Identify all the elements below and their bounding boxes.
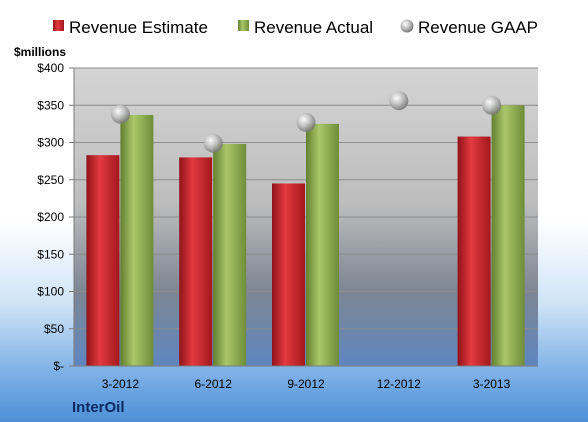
- y-tick-label: $150: [37, 247, 64, 261]
- legend-swatch-actual: [238, 20, 249, 31]
- y-tick-label: $250: [37, 173, 64, 187]
- legend-label-estimate: Revenue Estimate: [69, 18, 208, 37]
- bar-revenue-estimate: [272, 183, 305, 366]
- bars: [86, 105, 525, 366]
- bar-revenue-estimate: [457, 136, 491, 366]
- legend-label-actual: Revenue Actual: [254, 18, 373, 37]
- bar-revenue-actual: [213, 143, 247, 366]
- y-tick-label: $350: [37, 98, 64, 112]
- marker-revenue-gaap: [110, 104, 130, 124]
- y-tick-label: $300: [37, 136, 64, 150]
- bar-revenue-estimate: [179, 157, 213, 366]
- legend-label-gaap: Revenue GAAP: [418, 18, 538, 37]
- x-tick-label: 3-2012: [102, 377, 140, 391]
- bar-revenue-actual: [491, 105, 525, 366]
- y-tick-label: $-: [53, 359, 64, 373]
- legend: Revenue Estimate Revenue Actual Revenue …: [53, 18, 538, 37]
- x-tick-label: 9-2012: [287, 377, 325, 391]
- bar-revenue-actual: [120, 114, 154, 366]
- unit-label: $millions: [14, 45, 66, 59]
- marker-revenue-gaap: [203, 133, 223, 153]
- marker-revenue-gaap: [482, 95, 502, 115]
- bar-revenue-actual: [306, 123, 339, 366]
- marker-revenue-gaap: [296, 112, 316, 132]
- y-tick-label: $50: [44, 322, 64, 336]
- gaap-markers: [110, 91, 502, 153]
- y-axis: $- $50 $100 $150 $200 $250 $300 $350 $400: [37, 61, 75, 373]
- legend-marker-gaap: [400, 19, 414, 33]
- x-tick-label: 12-2012: [377, 377, 421, 391]
- company-label: InterOil: [72, 399, 125, 416]
- x-axis: 3-2012 6-2012 9-2012 12-2012 3-2013: [74, 365, 538, 391]
- y-tick-label: $100: [37, 285, 64, 299]
- x-tick-label: 6-2012: [195, 377, 233, 391]
- bar-revenue-estimate: [86, 155, 120, 366]
- y-tick-label: $400: [37, 61, 64, 75]
- legend-swatch-estimate: [53, 20, 64, 31]
- x-tick-label: 3-2013: [473, 377, 511, 391]
- y-tick-label: $200: [37, 210, 64, 224]
- marker-revenue-gaap: [389, 91, 409, 111]
